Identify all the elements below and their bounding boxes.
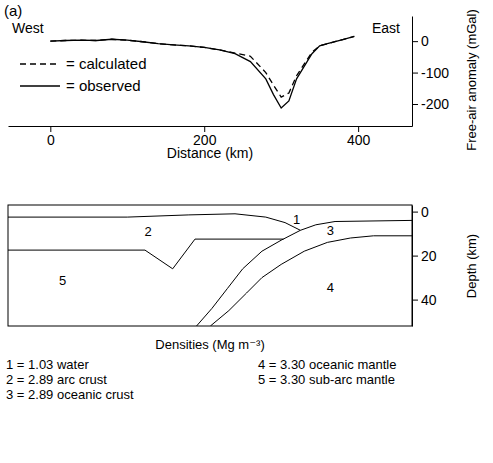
tick-label: -200 (421, 96, 449, 112)
tick: 400 (347, 126, 371, 148)
axis-line (412, 17, 413, 127)
profile-line (50, 36, 354, 108)
tick-mark (412, 104, 418, 105)
section-panel: 0 20 40 1 2 3 4 5 Depth (km) Densities (Mg m⁻³) 1 … (6, 204, 479, 402)
tick-mark (412, 300, 418, 301)
tick: 0 (412, 33, 429, 49)
region-label: 3 (327, 223, 334, 238)
tick: 0 (47, 126, 55, 148)
tick-mark (412, 256, 418, 257)
direction-label: East (372, 20, 400, 36)
legend: = calculated = observed (20, 55, 146, 94)
tick-label: 400 (347, 132, 371, 148)
region-label: 5 (59, 273, 66, 288)
boundary-line (8, 214, 412, 231)
tick-label: 0 (47, 132, 55, 148)
key-entry: 3 = 2.89 oceanic crust (6, 387, 134, 402)
tick-label: 20 (421, 248, 437, 264)
boundary-line (8, 239, 283, 269)
axis-title: Free-air anomaly (mGal) (464, 9, 479, 151)
key-entry: 4 = 3.30 oceanic mantle (258, 357, 396, 372)
boundary-line (197, 230, 301, 326)
tick: -200 (412, 96, 449, 112)
tick-mark (412, 212, 418, 213)
region-label: 2 (144, 224, 151, 239)
tick: 40 (412, 292, 437, 308)
tick-label: 0 (421, 204, 429, 220)
profile-line (50, 36, 354, 97)
key-title: Densities (Mg m⁻³) (155, 337, 264, 352)
legend-swatch (20, 85, 60, 86)
axis-line (412, 206, 413, 327)
tick-label: 40 (421, 292, 437, 308)
legend-label: = calculated (66, 55, 146, 72)
key-entry: 5 = 3.30 sub-arc mantle (258, 372, 395, 387)
frame (8, 205, 412, 326)
figure: 0200400-200-1000= calculated= observed(a… (0, 0, 493, 463)
tick-label: 0 (421, 33, 429, 49)
axis-title: Distance (km) (167, 145, 253, 161)
gravity-panel: 0200400-200-1000= calculated= observed(a… (4, 2, 479, 161)
key-entry: 1 = 1.03 water (6, 357, 89, 372)
direction-label: West (12, 20, 44, 36)
region-label: 1 (293, 212, 300, 227)
plot-lines (50, 36, 354, 108)
boundary-line (210, 236, 412, 326)
tick-mark (412, 73, 418, 74)
panel-label: (a) (4, 2, 22, 19)
tick: 20 (412, 248, 437, 264)
axis-line (9, 126, 413, 127)
legend-label: = observed (66, 77, 141, 94)
depth-axis: 0 20 40 (412, 204, 437, 327)
tick: -100 (412, 65, 449, 81)
legend-swatch (20, 63, 60, 64)
y-axis: -200 -100 0 (412, 17, 449, 127)
boundaries (8, 214, 412, 326)
tick: 0 (412, 204, 429, 220)
tick-mark (412, 41, 418, 42)
tick-label: -100 (421, 65, 449, 81)
axis-title: Depth (km) (464, 234, 479, 298)
region-label: 4 (327, 280, 334, 295)
key-entry: 2 = 2.89 arc crust (6, 372, 107, 387)
